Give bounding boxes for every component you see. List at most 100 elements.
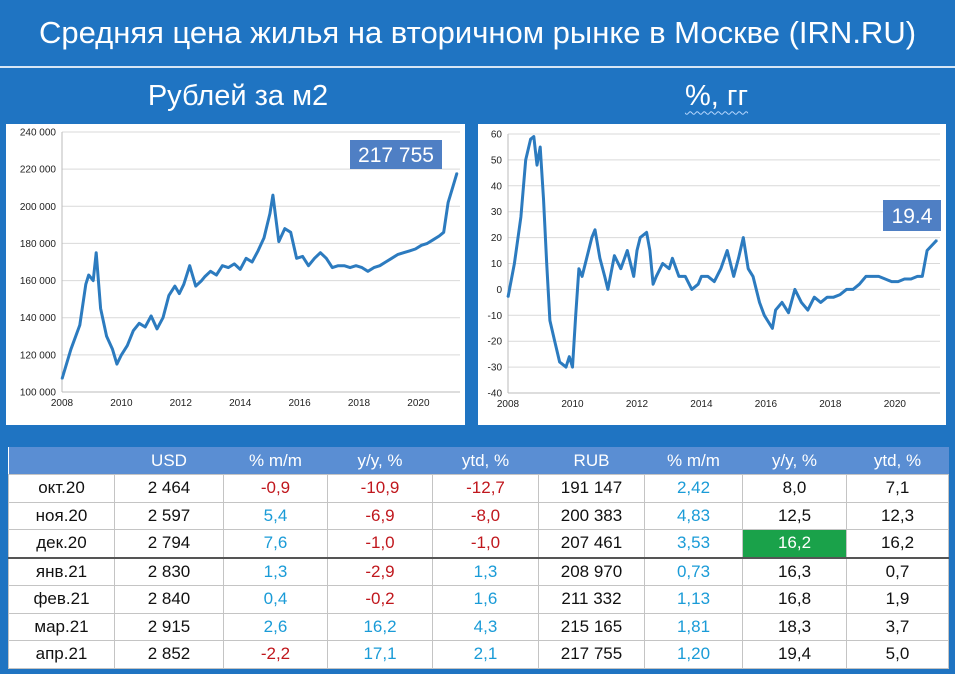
table-cell: -2,9 [327,556,433,586]
data-point [599,257,601,260]
table-row: дек.20 2 794 7,6 -1,0 -1,0 207 461 3,53 16,2 16,… [8,529,949,558]
table-cell: 16,2 [742,529,847,558]
data-point [553,340,556,342]
data-point [691,288,693,291]
data-point [221,264,224,267]
data-point [858,283,861,285]
table-cell: 191 147 [538,474,645,503]
data-point [507,296,509,298]
data-point [432,238,435,241]
data-point [116,363,118,365]
data-point [890,280,893,283]
table-cell: -6,9 [327,501,433,530]
data-point [794,288,796,291]
data-point [655,275,658,278]
row-label: апр.21 [8,640,115,669]
y-tick-label: 100 000 [20,388,57,399]
data-point [781,301,783,304]
table-cell: 2 915 [114,612,224,641]
table-cell: 208 970 [538,556,645,586]
data-point [558,361,561,363]
data-point [337,264,340,267]
table-cell: 1,20 [644,640,743,669]
data-point [713,280,716,283]
data-point [652,283,654,285]
data-point [697,283,699,285]
data-point [774,309,777,311]
data-point [233,263,236,265]
data-point [737,257,740,260]
data-point [581,275,583,278]
table-row: окт.20 2 464 -0,9 -10,9 -12,7 191 147 2,42 8,0 7… [8,474,949,503]
data-point [174,285,176,287]
y-tick-label: 10 [491,259,503,270]
table-cell: 217 755 [538,640,645,669]
data-point [916,275,919,278]
data-point [742,236,745,239]
data-point [144,326,146,328]
x-tick-label: 2008 [51,398,74,409]
data-point [239,268,241,271]
data-point [442,231,445,234]
y-tick-label: 180 000 [20,239,57,250]
data-point [524,159,527,161]
x-tick-label: 2012 [626,399,649,410]
data-point [355,264,357,267]
y-tick-label: 30 [491,207,503,218]
data-point [408,250,411,252]
table-row: ноя.20 2 597 5,4 -6,9 -8,0 200 383 4,83 12,5 12,… [8,501,949,530]
data-point [313,257,316,260]
table-cell: 215 165 [538,612,645,641]
row-label: мар.21 [8,612,115,641]
data-point [87,274,90,276]
table-cell: -8,0 [432,501,539,530]
data-point [752,275,754,278]
data-point [307,264,310,267]
data-point [373,266,375,269]
data-point [931,244,933,247]
table-header-row: USD% m/m y/y, % ytd, % RUB% m/m y/y, % ytd, % [8,447,949,475]
data-point [513,262,516,265]
x-tick-label: 2014 [229,398,252,409]
column-header: y/y, % [742,447,847,475]
data-point [787,311,790,314]
data-point [726,249,728,252]
row-label: дек.20 [8,529,115,558]
data-point [574,314,577,317]
data-point [95,251,97,254]
table-cell: 2 464 [114,474,224,503]
table-cell: 2,42 [644,474,743,503]
data-point [272,194,274,196]
x-tick-label: 2014 [690,399,713,410]
x-tick-label: 2008 [497,399,520,410]
data-point [565,366,567,368]
data-point [807,309,809,311]
column-header: RUB [538,447,645,475]
data-point [649,249,651,252]
table-cell: 2 794 [114,529,224,558]
data-point [367,270,369,273]
data-point [763,314,766,317]
column-header: y/y, % [327,447,433,475]
data-point [447,201,449,204]
data-point [99,307,102,310]
table-cell: 207 461 [538,529,645,558]
x-tick-label: 2018 [348,398,371,409]
data-point [678,275,680,278]
table-cell: 7,6 [223,529,328,558]
data-point [800,301,803,304]
data-point [636,249,638,252]
table-cell: -2,2 [223,640,328,669]
data-point [61,378,63,380]
data-point [720,267,722,270]
y-tick-label: 160 000 [20,276,57,287]
data-point [138,322,140,325]
table-cell: 0,4 [223,585,328,614]
table-cell: 211 332 [538,585,645,614]
table-cell: 17,1 [327,640,433,669]
data-point [183,283,185,286]
table-cell: 1,13 [644,585,743,614]
row-label: фев.21 [8,585,115,614]
column-header [8,447,115,475]
data-point [379,264,381,267]
